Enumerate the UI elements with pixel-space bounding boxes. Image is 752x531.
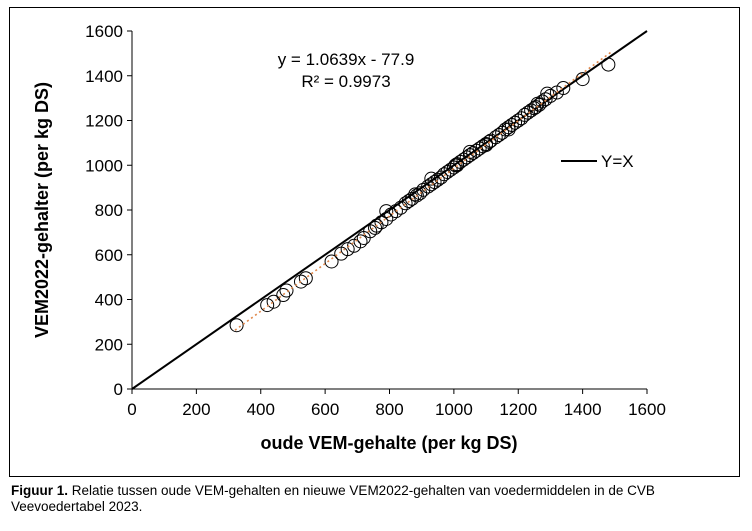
y-tick-label: 0 [114,380,123,399]
data-point [538,92,553,107]
x-tick-label: 1200 [499,400,537,419]
data-point [556,81,571,96]
data-point [424,171,439,186]
y-tick-label: 1400 [85,67,123,86]
data-point [276,288,291,303]
y-tick-label: 200 [95,335,123,354]
data-point [293,274,308,289]
data-point [324,254,339,269]
data-point [340,242,355,257]
x-tick-label: 400 [247,400,275,419]
data-point [479,138,494,153]
legend-label-y-equals-x: Y=X [601,152,634,171]
y-tick-label: 1600 [85,22,123,41]
x-axis-title: oude VEM-gehalte (per kg DS) [260,433,517,453]
figure-frame [9,7,740,477]
data-point [229,318,244,333]
plot-area: 0 200 400 600 800 1000 1200 1400 1600 0 200 400 600 8… [85,22,666,419]
data-point [543,88,558,103]
x-tick-label: 1000 [435,400,473,419]
caption-label: Figuur 1. [11,483,68,498]
data-point [379,204,394,219]
data-point [501,122,516,137]
y-tick-label: 400 [95,291,123,310]
data-point [260,298,275,313]
data-point [266,294,281,309]
r-squared-label: R² = 0.9973 [301,72,390,91]
data-point [298,271,313,286]
scatter-chart: 0 200 400 600 800 1000 1200 1400 1600 0 200 400 600 8… [32,22,666,453]
data-point [450,158,465,173]
x-tick-label: 600 [311,400,339,419]
x-tick-label: 0 [127,400,136,419]
data-point [384,207,399,222]
data-point [369,218,384,233]
data-point [483,133,498,148]
trendline-equation: y = 1.0639x - 77.9 [278,50,415,69]
x-tick-label: 800 [375,400,403,419]
data-point [601,57,616,72]
y-axis-title: VEM2022-gehalter (per kg DS) [32,82,52,338]
y-tick-label: 1200 [85,112,123,131]
y-tick-label: 800 [95,201,123,220]
data-point [405,191,420,206]
data-point [353,234,368,249]
figure-caption: Figuur 1. Relatie tussen oude VEM-gehalt… [11,483,751,515]
trendline [234,51,613,331]
data-point [379,211,394,226]
y-tick-label: 1000 [85,156,123,175]
data-point [408,187,423,202]
y-tick-label: 600 [95,246,123,265]
x-tick-label: 200 [182,400,210,419]
data-point [279,283,294,298]
x-tick-label: 1600 [628,400,666,419]
data-point [575,72,590,87]
data-point [416,182,431,197]
data-point [388,204,403,219]
caption-text: Relatie tussen oude VEM-gehalten en nieu… [11,483,655,514]
x-tick-label: 1400 [564,400,602,419]
data-point [530,96,545,111]
